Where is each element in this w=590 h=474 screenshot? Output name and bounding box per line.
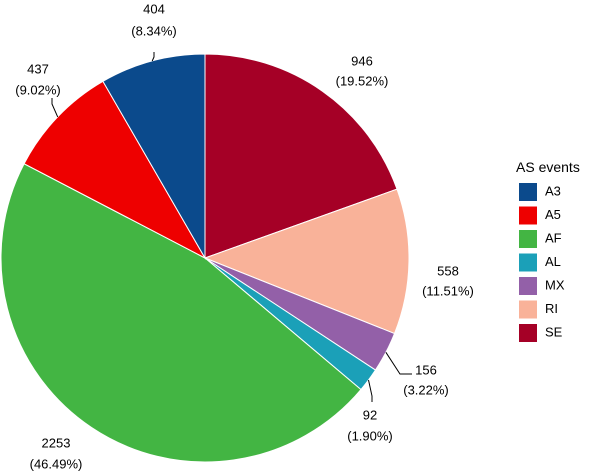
- legend-swatch-ri: [519, 300, 537, 319]
- slice-value-label-a3: 404: [143, 1, 165, 16]
- slice-percent-label-al: (1.90%): [347, 428, 393, 443]
- legend-swatch-al: [519, 253, 537, 272]
- legend-label-se: SE: [545, 324, 563, 339]
- slice-value-label-mx: 156: [415, 362, 437, 377]
- legend-label-a5: A5: [545, 207, 561, 222]
- legend-swatch-af: [519, 230, 537, 248]
- legend: AS events A3 A5 AF AL MX RI SE: [516, 159, 580, 342]
- slice-percent-label-se: (19.52%): [336, 73, 389, 88]
- leader-line-al: [368, 379, 373, 402]
- legend-label-ri: RI: [545, 301, 558, 316]
- legend-swatch-a3: [519, 183, 537, 201]
- legend-label-a3: A3: [545, 183, 561, 198]
- slice-percent-label-a3: (8.34%): [131, 23, 177, 38]
- legend-swatch-se: [519, 324, 537, 342]
- legend-label-af: AF: [545, 230, 562, 245]
- slice-percent-label-a5: (9.02%): [15, 82, 61, 97]
- slice-value-label-se: 946: [351, 53, 373, 68]
- leader-line-a3: [151, 52, 155, 62]
- slice-percent-label-mx: (3.22%): [403, 382, 449, 397]
- legend-swatch-a5: [519, 206, 537, 225]
- pie-slices: [0, 53, 410, 463]
- leader-line-mx: [385, 352, 412, 375]
- legend-label-mx: MX: [545, 277, 565, 292]
- legend-swatch-mx: [519, 277, 537, 295]
- legend-title: AS events: [516, 159, 580, 175]
- slice-value-label-a5: 437: [27, 61, 49, 76]
- slice-percent-label-ri: (11.51%): [422, 283, 474, 298]
- pie-slice-ri: [203, 188, 410, 335]
- pie-slice-a3: [102, 53, 206, 260]
- slice-labels: 946 (19.52%) 558 (11.51%) 156 (3.22%) 92 (1.90%…: [15, 1, 474, 471]
- leader-line-a5: [51, 98, 59, 118]
- slice-value-label-ri: 558: [437, 263, 459, 278]
- legend-label-al: AL: [545, 254, 561, 269]
- slice-value-label-af: 2253: [42, 435, 71, 450]
- pie-slice-af: [0, 163, 362, 463]
- slice-percent-label-af: (46.49%): [30, 456, 83, 471]
- slice-value-label-al: 92: [363, 407, 377, 422]
- pie-slice-se: [204, 53, 398, 259]
